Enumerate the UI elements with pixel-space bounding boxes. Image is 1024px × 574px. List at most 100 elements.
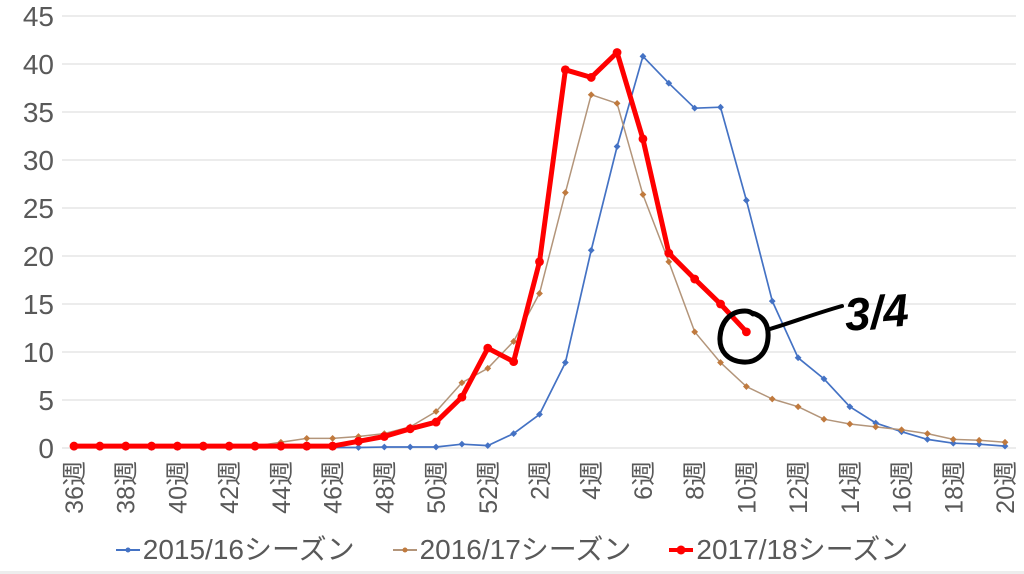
data-point-marker bbox=[405, 424, 415, 434]
window-bottom-edge bbox=[0, 571, 1024, 574]
x-axis-label: 2週 bbox=[527, 461, 555, 500]
legend-marker-2017-18 bbox=[669, 544, 694, 556]
data-point-marker bbox=[276, 441, 286, 451]
data-point-marker bbox=[586, 73, 596, 82]
data-point-marker bbox=[250, 441, 260, 451]
legend-item-2017-18: 2017/18シーズン bbox=[669, 536, 908, 564]
data-point-marker bbox=[768, 395, 776, 403]
x-axis-label: 10週 bbox=[733, 461, 761, 514]
data-point-marker bbox=[173, 441, 182, 451]
x-axis-label: 38週 bbox=[113, 461, 141, 514]
data-point-marker bbox=[587, 246, 595, 254]
y-axis-labels: 0 5 10 15 20 25 30 35 40 45 bbox=[23, 1, 54, 464]
handwritten-annotation: 3/4 bbox=[717, 284, 911, 365]
data-point-marker bbox=[458, 379, 466, 387]
y-axis-label: 20 bbox=[23, 241, 54, 272]
y-axis-label: 30 bbox=[23, 145, 54, 176]
annotation-label: 3/4 bbox=[842, 284, 910, 341]
data-point-marker bbox=[975, 436, 983, 444]
data-point-marker bbox=[560, 65, 570, 75]
data-point-marker bbox=[768, 297, 776, 305]
data-point-marker bbox=[121, 441, 131, 451]
y-axis-label: 25 bbox=[23, 193, 54, 224]
data-point-marker bbox=[1001, 438, 1009, 446]
data-point-marker bbox=[458, 440, 466, 448]
data-point-marker bbox=[690, 274, 700, 284]
data-point-marker bbox=[431, 417, 441, 427]
data-point-marker bbox=[665, 258, 673, 266]
annotation-connector-line bbox=[768, 304, 844, 331]
chart-legend: 2015/16シーズン 2016/17シーズン 2017/18シーズン bbox=[0, 531, 1024, 569]
data-point-marker bbox=[717, 103, 724, 111]
data-point-marker bbox=[484, 442, 492, 449]
data-point-marker bbox=[612, 48, 622, 57]
data-point-marker bbox=[536, 290, 543, 297]
x-axis-label: 12週 bbox=[785, 461, 813, 514]
x-axis-label: 44週 bbox=[268, 461, 296, 514]
legend-label-2016-17: 2016/17シーズン bbox=[419, 534, 632, 565]
data-point-marker bbox=[924, 430, 931, 437]
legend-item-2016-17: 2016/17シーズン bbox=[392, 534, 632, 565]
line-chart-plot: 0 5 10 15 20 25 30 35 40 45 36週 38週 40週 42週 44週 46週 48週 5… bbox=[23, 1, 1020, 514]
y-axis-label: 40 bbox=[23, 49, 54, 80]
data-point-marker bbox=[432, 408, 440, 415]
data-point-marker bbox=[303, 435, 311, 442]
x-axis-label: 18週 bbox=[940, 461, 968, 514]
data-point-marker bbox=[820, 415, 828, 423]
x-axis-label: 36週 bbox=[61, 461, 89, 514]
data-point-marker bbox=[794, 403, 802, 411]
data-point-marker bbox=[432, 443, 440, 451]
data-point-marker bbox=[457, 392, 467, 402]
y-axis-label: 35 bbox=[23, 97, 54, 128]
x-axis-label: 42週 bbox=[216, 461, 244, 514]
data-point-marker bbox=[95, 441, 105, 451]
data-point-marker bbox=[406, 443, 414, 451]
legend-item-2015-16: 2015/16シーズン bbox=[115, 534, 355, 565]
legend-label-2015-16: 2015/16シーズン bbox=[142, 534, 355, 565]
x-axis-label: 4週 bbox=[578, 461, 606, 500]
data-point-marker bbox=[949, 435, 957, 443]
data-point-marker bbox=[329, 435, 337, 442]
legend-label-2017-18: 2017/18シーズン bbox=[696, 534, 909, 565]
data-point-marker bbox=[484, 364, 492, 372]
data-point-marker bbox=[561, 189, 569, 197]
data-point-marker bbox=[613, 143, 621, 150]
x-axis-label: 6週 bbox=[630, 461, 658, 500]
y-axis-label: 45 bbox=[23, 1, 54, 32]
data-point-marker bbox=[741, 327, 751, 337]
data-point-marker bbox=[224, 441, 234, 451]
data-point-marker bbox=[302, 441, 312, 451]
data-point-marker bbox=[354, 436, 363, 446]
x-axis-label: 14週 bbox=[837, 461, 865, 514]
data-point-marker bbox=[483, 343, 493, 353]
data-point-marker bbox=[587, 91, 595, 99]
data-point-marker bbox=[69, 441, 79, 451]
data-point-marker bbox=[328, 441, 338, 451]
series-2017/18シーズン bbox=[69, 48, 751, 451]
y-axis-label: 15 bbox=[23, 289, 54, 320]
x-axis-label: 50週 bbox=[423, 461, 451, 514]
annotation-circle bbox=[717, 308, 771, 365]
data-point-marker bbox=[639, 191, 647, 198]
legend-marker-2015-16 bbox=[115, 544, 140, 556]
data-point-marker bbox=[742, 196, 750, 204]
x-axis-label: 46週 bbox=[320, 461, 348, 514]
x-axis-label: 52週 bbox=[475, 461, 503, 514]
data-point-marker bbox=[664, 248, 674, 258]
x-axis-label: 40週 bbox=[164, 461, 192, 514]
data-point-marker bbox=[638, 134, 648, 144]
gridlines bbox=[62, 15, 1016, 449]
data-point-marker bbox=[379, 432, 389, 441]
data-point-marker bbox=[147, 441, 156, 451]
data-point-marker bbox=[380, 443, 388, 451]
data-point-marker bbox=[613, 99, 621, 107]
data-point-marker bbox=[716, 299, 725, 309]
data-point-marker bbox=[846, 420, 854, 428]
data-point-marker bbox=[509, 357, 519, 366]
y-axis-label: 0 bbox=[38, 433, 54, 464]
y-axis-label: 5 bbox=[38, 385, 54, 416]
x-axis-label: 48週 bbox=[371, 461, 399, 514]
x-axis-label: 8週 bbox=[682, 461, 710, 500]
y-axis-label: 10 bbox=[23, 337, 54, 368]
data-point-marker bbox=[535, 257, 544, 267]
